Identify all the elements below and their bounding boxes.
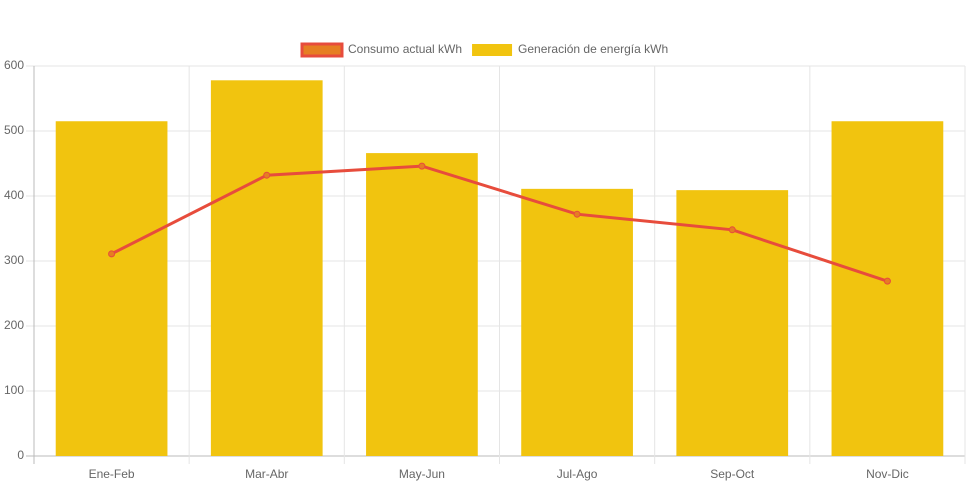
point xyxy=(108,250,116,258)
x-tick-label: Mar-Abr xyxy=(245,467,288,481)
legend-swatch xyxy=(472,44,513,56)
point xyxy=(263,171,271,179)
bar xyxy=(210,80,323,457)
x-tick-label: Nov-Dic xyxy=(866,467,909,481)
point xyxy=(883,277,891,285)
bar xyxy=(676,190,789,456)
legend-label: Generación de energía kWh xyxy=(518,42,668,56)
bar xyxy=(521,188,633,456)
y-tick-label: 400 xyxy=(4,188,24,202)
y-tick-label: 600 xyxy=(4,58,24,72)
line xyxy=(110,164,888,283)
point xyxy=(418,162,426,170)
legend-swatch xyxy=(300,42,344,58)
point xyxy=(728,226,736,234)
y-tick-label: 200 xyxy=(4,318,24,332)
y-tick-label: 100 xyxy=(4,383,24,397)
bar xyxy=(366,153,478,456)
x-tick-label: Sep-Oct xyxy=(710,467,755,481)
legend-label: Consumo actual kWh xyxy=(348,42,462,56)
bar xyxy=(55,121,168,456)
point xyxy=(573,210,581,218)
y-tick-label: 300 xyxy=(4,253,24,267)
x-tick-label: Ene-Feb xyxy=(89,467,135,481)
bar xyxy=(831,121,944,456)
x-tick-label: Jul-Ago xyxy=(557,467,598,481)
y-tick-label: 0 xyxy=(17,448,24,462)
y-tick-label: 500 xyxy=(4,123,24,137)
x-tick-label: May-Jun xyxy=(399,467,445,481)
